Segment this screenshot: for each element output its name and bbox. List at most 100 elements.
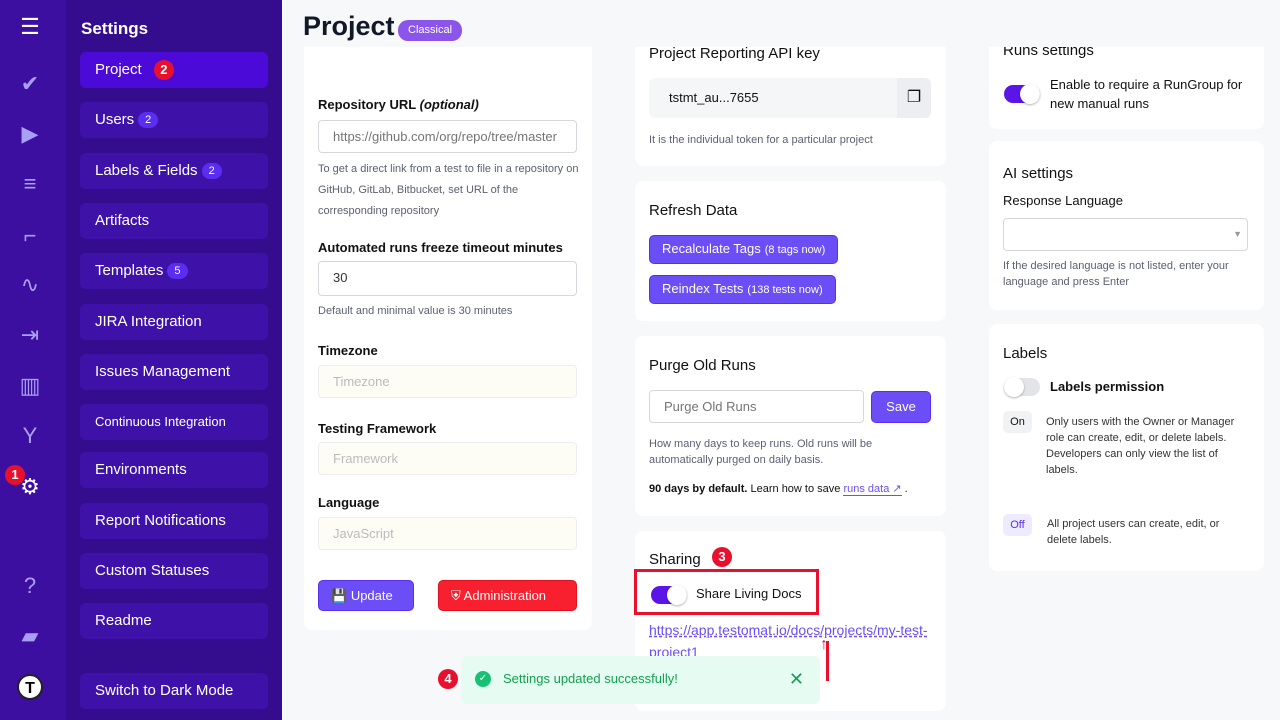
- ai-title: AI settings: [1003, 165, 1074, 182]
- timezone-label: Timezone: [318, 343, 378, 358]
- purge-title: Purge Old Runs: [649, 357, 756, 374]
- sharing-title: Sharing: [649, 551, 701, 568]
- step-badge: 2: [153, 60, 174, 80]
- toast-message: Settings updated successfully!: [503, 671, 678, 686]
- copy-icon[interactable]: ❐: [897, 78, 931, 118]
- page-title: Project: [303, 11, 395, 41]
- sidebar-item-project[interactable]: Project 2: [80, 52, 268, 88]
- refresh-title: Refresh Data: [649, 202, 738, 219]
- optional-label: (optional): [419, 97, 479, 112]
- pulse-icon[interactable]: ∿: [20, 272, 40, 297]
- help-icon[interactable]: ?: [23, 573, 37, 598]
- sidebar-item-artifacts[interactable]: Artifacts: [80, 203, 268, 239]
- purge-card: Purge Old Runs Save How many days to kee…: [635, 336, 946, 516]
- purge-hint: How many days to keep runs. Old runs wil…: [649, 438, 873, 466]
- update-button[interactable]: 💾 Update: [318, 580, 414, 611]
- sidebar-item-label: Report Notifications: [95, 512, 226, 529]
- sidebar-item-jira[interactable]: JIRA Integration: [80, 304, 268, 340]
- administration-button[interactable]: ⛨ Administration: [438, 580, 577, 611]
- arrow-up-icon: ↑: [820, 636, 828, 653]
- rungroup-toggle[interactable]: [1004, 84, 1040, 104]
- api-key-value: tstmt_au...7655: [649, 78, 931, 118]
- logo-icon[interactable]: T: [17, 674, 43, 700]
- freeze-label: Automated runs freeze timeout minutes: [318, 240, 563, 255]
- purge-default: 90 days by default.: [649, 483, 748, 495]
- off-tag: Off: [1003, 514, 1032, 536]
- ai-settings-card: AI settings Response Language ▼ If the d…: [989, 141, 1264, 310]
- on-description-2: Developers can only view the list of lab…: [1046, 448, 1218, 476]
- close-icon[interactable]: ✕: [788, 669, 804, 689]
- chart-icon[interactable]: ▥: [19, 373, 41, 398]
- recalc-note: (8 tags now): [764, 244, 826, 256]
- update-label: Update: [350, 588, 393, 603]
- response-language-label: Response Language: [1003, 193, 1123, 208]
- count-badge: 5: [167, 263, 188, 280]
- labels-title: Labels: [1003, 345, 1048, 362]
- sidebar-item-templates[interactable]: Templates 5: [80, 253, 268, 289]
- freeze-timeout-input[interactable]: 30: [318, 261, 577, 296]
- purge-save-button[interactable]: Save: [871, 391, 931, 423]
- language-select[interactable]: JavaScript: [318, 517, 577, 550]
- step-badge: 4: [438, 669, 458, 689]
- recalculate-tags-button[interactable]: Recalculate Tags (8 tags now): [649, 235, 839, 264]
- chevron-down-icon: ▼: [1233, 229, 1242, 239]
- purge-input[interactable]: [649, 390, 864, 423]
- reindex-label: Reindex Tests: [662, 281, 744, 296]
- framework-select[interactable]: Framework: [318, 442, 577, 475]
- sidebar-item-label: Artifacts: [95, 212, 150, 229]
- check-circle-icon: ✓: [475, 671, 491, 687]
- share-living-docs-label: Share Living Docs: [696, 586, 802, 601]
- sidebar-item-label: Users: [95, 111, 135, 128]
- sidebar-item-users[interactable]: Users 2: [80, 102, 268, 138]
- sidebar-item-label: JIRA Integration: [95, 313, 202, 330]
- language-label: Language: [318, 495, 380, 510]
- refresh-card: Refresh Data Recalculate Tags (8 tags now…: [635, 181, 946, 321]
- import-icon[interactable]: ⇥: [20, 322, 40, 347]
- sidebar-item-label: Project: [95, 61, 142, 78]
- reindex-note: (138 tests now): [747, 284, 823, 296]
- freeze-hint: Default and minimal value is 30 minutes: [318, 305, 513, 317]
- success-toast: ✓ Settings updated successfully! ✕: [461, 656, 820, 704]
- ai-hint: If the desired language is not listed, e…: [1003, 260, 1229, 288]
- sidebar-item-label: Custom Statuses: [95, 562, 210, 579]
- settings-sidebar: Settings Project 2 Users 2 Labels & Field…: [66, 0, 282, 720]
- sidebar-item-label: Environments: [95, 461, 187, 478]
- share-living-docs-toggle[interactable]: [651, 585, 687, 605]
- sidebar-item-ci[interactable]: Continuous Integration: [80, 404, 268, 440]
- sidebar-item-labels-fields[interactable]: Labels & Fields 2: [80, 153, 268, 189]
- api-key-hint: It is the individual token for a particu…: [649, 134, 873, 146]
- sidebar-item-report-notifications[interactable]: Report Notifications: [80, 503, 268, 539]
- on-description: Only users with the Owner or Manager rol…: [1046, 416, 1235, 444]
- response-language-select[interactable]: ▼: [1003, 218, 1248, 251]
- runs-data-link[interactable]: runs data ↗: [843, 483, 902, 496]
- api-key-title: Project Reporting API key: [649, 45, 820, 62]
- sidebar-item-custom-statuses[interactable]: Custom Statuses: [80, 553, 268, 589]
- list-check-icon[interactable]: ≡: [23, 171, 37, 196]
- sidebar-item-label: Readme: [95, 612, 152, 629]
- timezone-input[interactable]: Timezone: [318, 365, 577, 398]
- check-icon[interactable]: ✔: [20, 71, 40, 96]
- labels-permission-toggle[interactable]: [1004, 377, 1040, 397]
- administration-label: Administration: [463, 588, 547, 603]
- dark-mode-toggle[interactable]: Switch to Dark Mode: [80, 673, 268, 709]
- sidebar-item-label: Labels & Fields: [95, 162, 198, 179]
- save-icon: 💾: [331, 588, 348, 603]
- sidebar-item-issues[interactable]: Issues Management: [80, 354, 268, 390]
- runs-settings-card: Runs settings Enable to require a RunGro…: [989, 40, 1264, 129]
- menu-icon[interactable]: ☰: [20, 14, 40, 39]
- step-badge: 1: [5, 465, 25, 485]
- folder-icon[interactable]: ▰: [21, 623, 39, 648]
- steps-icon[interactable]: ⌐: [23, 223, 37, 248]
- branch-icon[interactable]: Y: [22, 423, 38, 448]
- repo-hint: To get a direct link from a test to file…: [318, 163, 579, 217]
- sidebar-title: Settings: [81, 19, 149, 38]
- arrow-annotation: [826, 641, 829, 681]
- sidebar-item-readme[interactable]: Readme: [80, 603, 268, 639]
- gear-icon[interactable]: ⚙: [20, 474, 40, 499]
- count-badge: 2: [138, 112, 159, 129]
- page-header: Project Classical: [282, 0, 1280, 47]
- reindex-tests-button[interactable]: Reindex Tests (138 tests now): [649, 275, 836, 304]
- play-icon[interactable]: ▶︎: [21, 121, 39, 146]
- sidebar-item-environments[interactable]: Environments: [80, 452, 268, 488]
- repo-url-input[interactable]: [318, 120, 577, 153]
